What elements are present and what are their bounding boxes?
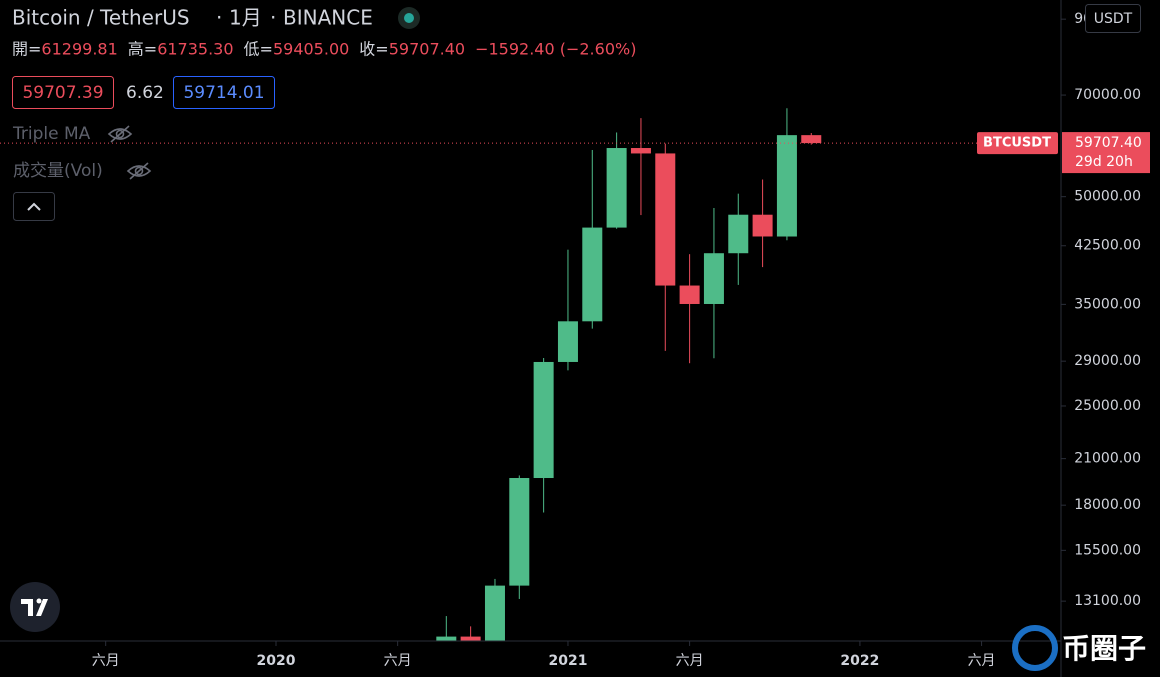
- x-tick-label: 2021: [548, 653, 587, 669]
- y-tick-label: 18000.00: [1074, 497, 1141, 513]
- separator: ·: [270, 6, 276, 30]
- ohlc-legend: 開= 61299.81 高= 61735.30 低= 59405.00 收= 59707.40…: [12, 40, 636, 59]
- candle-body: [655, 153, 676, 286]
- collapse-button[interactable]: [13, 192, 55, 221]
- price-axis: 90000.0070000.0050000.0042500.0035000.00…: [1061, 11, 1141, 609]
- candle-body: [509, 478, 530, 586]
- candle-body: [484, 585, 505, 641]
- y-tick-label: 21000.00: [1074, 451, 1141, 467]
- candle-body: [606, 148, 627, 228]
- separator: ·: [216, 6, 222, 30]
- watermark: 币圈子: [1012, 625, 1146, 671]
- tv-logo-dot: [36, 598, 42, 604]
- ma-value: 59707.39: [22, 83, 103, 103]
- y-tick-label: 29000.00: [1074, 353, 1141, 369]
- x-tick-label: 2022: [840, 653, 879, 669]
- y-tick-label: 35000.00: [1074, 296, 1141, 312]
- candle-body: [582, 227, 603, 322]
- x-tick-label: 2020: [257, 653, 296, 669]
- status-dot: [404, 13, 414, 23]
- candle-body: [801, 135, 822, 144]
- candle-body: [557, 321, 578, 362]
- candle-body: [436, 636, 457, 641]
- tv-logo[interactable]: [10, 582, 60, 632]
- interval: 1月: [229, 6, 262, 30]
- watermark-logo: [1012, 625, 1058, 671]
- x-tick-label: 六月: [384, 653, 412, 669]
- plot: [0, 108, 1060, 641]
- symbol-tag: [977, 132, 1058, 155]
- exchange: BINANCE: [283, 6, 373, 30]
- candle-body: [460, 636, 481, 641]
- y-tick-label: 50000.00: [1074, 189, 1141, 205]
- watermark-text: 币圈子: [1062, 632, 1146, 665]
- y-tick-label: 15500.00: [1074, 542, 1141, 558]
- ohlc-value: 59405.00: [273, 40, 349, 59]
- ma-box: [173, 76, 275, 109]
- x-tick-label: 六月: [92, 653, 120, 669]
- candle-body: [630, 148, 651, 154]
- candle-body: [533, 361, 554, 479]
- candle-body: [752, 214, 773, 237]
- ma-box: [12, 76, 114, 109]
- currency: USDT: [1094, 11, 1133, 27]
- time-axis: 六月 2020 六月 2021 六月 2022 六月: [92, 641, 996, 669]
- y-tick-label: 70000.00: [1074, 87, 1141, 103]
- price-tag-text: 59707.40: [1075, 135, 1142, 151]
- y-tick-label: 25000.00: [1074, 398, 1141, 414]
- ohlc-change: −1592.40 (−2.60%): [475, 40, 636, 59]
- hide-icon[interactable]: [107, 125, 133, 143]
- tv-logo-mark: [21, 599, 48, 616]
- ohlc-value: 61735.30: [157, 40, 233, 59]
- symbol-tag-text: BTCUSDT: [983, 136, 1051, 151]
- y-tick-label: 13100.00: [1074, 593, 1141, 609]
- currency-button[interactable]: [1085, 4, 1141, 33]
- ma-value: 6.62: [126, 83, 164, 103]
- candle-body: [728, 214, 749, 254]
- ohlc-label: 低=: [244, 40, 273, 59]
- price-tag-box: [1062, 132, 1150, 174]
- indicator-name[interactable]: 成交量(Vol): [13, 161, 103, 181]
- ohlc-value: 61299.81: [41, 40, 117, 59]
- countdown: 29d 20h: [1075, 154, 1133, 170]
- candle-body: [703, 253, 724, 304]
- ma-value: 59714.01: [183, 83, 264, 103]
- ohlc-value: 59707.40: [389, 40, 465, 59]
- candle-body: [679, 285, 700, 304]
- indicator-name[interactable]: Triple MA: [12, 124, 91, 144]
- ohlc-label: 收=: [359, 40, 388, 59]
- chevron: [27, 202, 41, 211]
- y-tick-label: 42500.00: [1074, 238, 1141, 254]
- symbol: Bitcoin / TetherUS: [12, 6, 190, 30]
- ohlc-label: 開=: [12, 40, 41, 59]
- x-tick-label: 六月: [676, 653, 704, 669]
- candle-body: [776, 135, 797, 237]
- x-tick-label: 六月: [968, 653, 996, 669]
- ohlc-label: 高=: [128, 40, 157, 59]
- price-tag: BTCUSDT 59707.40 29d 20h: [977, 132, 1150, 174]
- hide-icon[interactable]: [126, 162, 152, 180]
